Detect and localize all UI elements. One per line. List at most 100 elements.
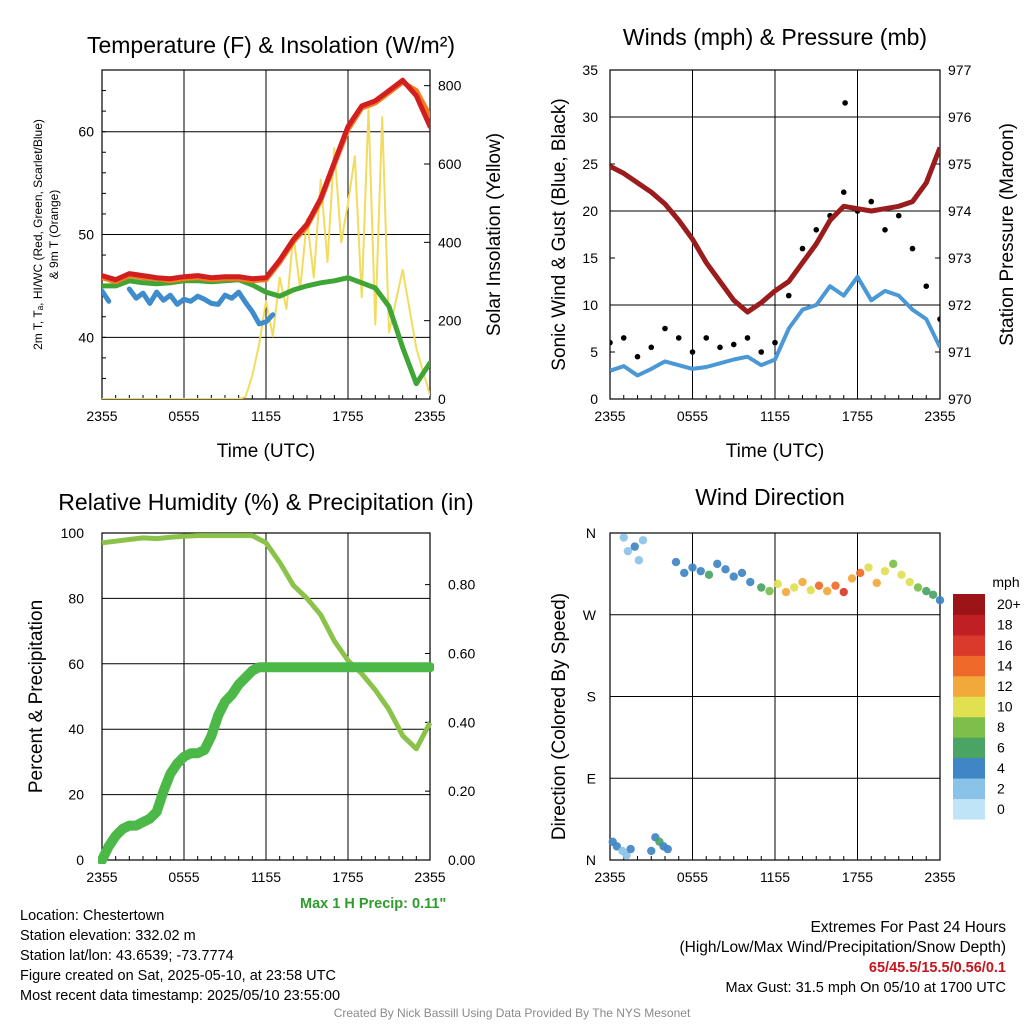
- gust-point: [772, 339, 778, 346]
- y2-tick-label: 0.00: [448, 852, 475, 868]
- y-tick-label: 0: [76, 852, 84, 868]
- gust-point: [882, 227, 888, 233]
- x-tick-label: 1155: [760, 408, 790, 424]
- station-latlon: Station lat/lon: 43.6539; -73.7774: [20, 948, 234, 964]
- gust-point: [689, 349, 696, 355]
- temperature-panel: 2355 0555 1155 1755 23554050600200400600800T…: [31, 32, 505, 462]
- gust-point: [634, 353, 641, 360]
- y-tick-label: 100: [61, 525, 85, 541]
- direction-point: [721, 565, 730, 574]
- y-tick-label: 10: [582, 297, 598, 313]
- colorbar-label: 0: [997, 801, 1005, 817]
- direction-point: [922, 586, 931, 596]
- direction-point: [713, 559, 722, 569]
- colorbar-label: 10: [997, 699, 1013, 715]
- y2-tick-label: 0: [438, 391, 446, 407]
- plot-frame: [609, 69, 941, 400]
- extremes-info: Extremes For Past 24 Hours (High/Low/Max…: [680, 918, 1007, 998]
- speed-colorbar: 0 2 4 6 8 10 12 14 16 18 20+ mph: [953, 574, 1021, 820]
- y2-tick-label: 800: [438, 78, 462, 94]
- y-axis-title: Sonic Wind & Gust (Blue, Black): [549, 98, 570, 370]
- x-tick-label: 1755: [332, 869, 363, 885]
- colorbar-label: 18: [997, 617, 1013, 633]
- series-group: [102, 77, 430, 399]
- y2-tick-label: 976: [948, 109, 972, 125]
- panel-title: Wind Direction: [695, 484, 845, 510]
- gust-point: [909, 245, 916, 252]
- station-location: Location: Chestertown: [20, 908, 165, 924]
- direction-point: [839, 587, 848, 597]
- series-line-4: [102, 108, 430, 399]
- colorbar-swatch: [953, 594, 985, 615]
- y2-tick-label: 0.20: [448, 783, 475, 799]
- direction-point: [634, 556, 644, 565]
- y2-tick-label: 975: [948, 156, 972, 172]
- panel-title: Winds (mph) & Pressure (mb): [623, 24, 927, 50]
- colorbar-swatch: [953, 778, 985, 800]
- direction-tick-label: N: [586, 525, 596, 541]
- colorbar-swatch: [953, 614, 985, 636]
- direction-point: [928, 590, 938, 599]
- figure-created: Figure created on Sat, 2025-05-10, at 23…: [20, 968, 336, 984]
- direction-point: [630, 542, 639, 551]
- colorbar-label: 8: [997, 719, 1005, 735]
- series-line-3: [102, 286, 276, 327]
- gust-point: [703, 335, 710, 341]
- y2-tick-label: 0.40: [448, 714, 475, 730]
- precipitation-line: [98, 662, 434, 864]
- colorbar-label: 20+: [997, 596, 1021, 612]
- colorbar-swatch: [953, 737, 985, 759]
- colorbar-label: 12: [997, 678, 1013, 694]
- x-tick-label: 2355: [924, 408, 955, 424]
- colorbar-title: mph: [992, 574, 1019, 590]
- direction-point: [880, 566, 890, 576]
- colorbar-swatch: [953, 798, 985, 820]
- direction-tick-label: E: [587, 770, 596, 786]
- sonic-wind-line: [610, 274, 940, 378]
- direction-point: [688, 563, 697, 572]
- gust-point: [895, 212, 902, 219]
- direction-point: [671, 557, 681, 567]
- station-info: Location: Chestertown Station elevation:…: [20, 906, 340, 1006]
- max-gust-point: [842, 100, 848, 106]
- direction-point: [680, 568, 689, 578]
- y-tick-label: 60: [78, 124, 94, 140]
- y-axis-title-line1: 2m T, Tₐ, HI/WC (Red, Green, Scarlet/Blu…: [31, 119, 45, 350]
- direction-points: [608, 533, 945, 860]
- y-tick-label: 40: [68, 721, 84, 737]
- direction-tick-label: S: [587, 689, 596, 705]
- direction-tick-label: W: [583, 607, 597, 623]
- y-tick-label: 20: [582, 203, 598, 219]
- direction-point: [897, 570, 906, 579]
- direction-point: [696, 566, 705, 576]
- direction-point: [823, 586, 832, 596]
- gust-point: [758, 349, 765, 355]
- extremes-subtitle: (High/Low/Max Wind/Precipitation/Snow De…: [679, 939, 1007, 956]
- gust-point: [785, 292, 792, 299]
- gust-point: [730, 341, 737, 348]
- direction-point: [905, 577, 914, 587]
- x-tick-label: 2355: [924, 869, 955, 885]
- direction-point: [619, 533, 628, 542]
- gust-point: [923, 283, 930, 290]
- direction-point: [757, 583, 766, 592]
- colorbar-swatch: [953, 757, 985, 779]
- direction-point: [864, 563, 873, 572]
- direction-point: [704, 570, 714, 579]
- direction-point: [913, 583, 923, 592]
- winds-panel: 2355 0555 1155 1755 235505101520253035970971…: [549, 24, 1018, 462]
- y-tick-label: 5: [590, 344, 598, 360]
- y-tick-label: 50: [78, 227, 94, 243]
- max-gust-info: Max Gust: 31.5 mph On 05/10 at 1700 UTC: [725, 980, 1006, 996]
- x-tick-label: 1755: [842, 408, 873, 424]
- direction-point: [790, 583, 799, 592]
- y2-tick-label: 970: [948, 391, 972, 407]
- y2-tick-label: 972: [948, 297, 972, 313]
- x-tick-label: 2355: [594, 408, 625, 424]
- direction-point: [847, 574, 857, 583]
- y2-tick-label: 973: [948, 250, 972, 266]
- direction-point: [737, 568, 747, 578]
- y2-axis-title: Station Pressure (Maroon): [997, 123, 1018, 346]
- x-tick-label: 0555: [168, 408, 199, 424]
